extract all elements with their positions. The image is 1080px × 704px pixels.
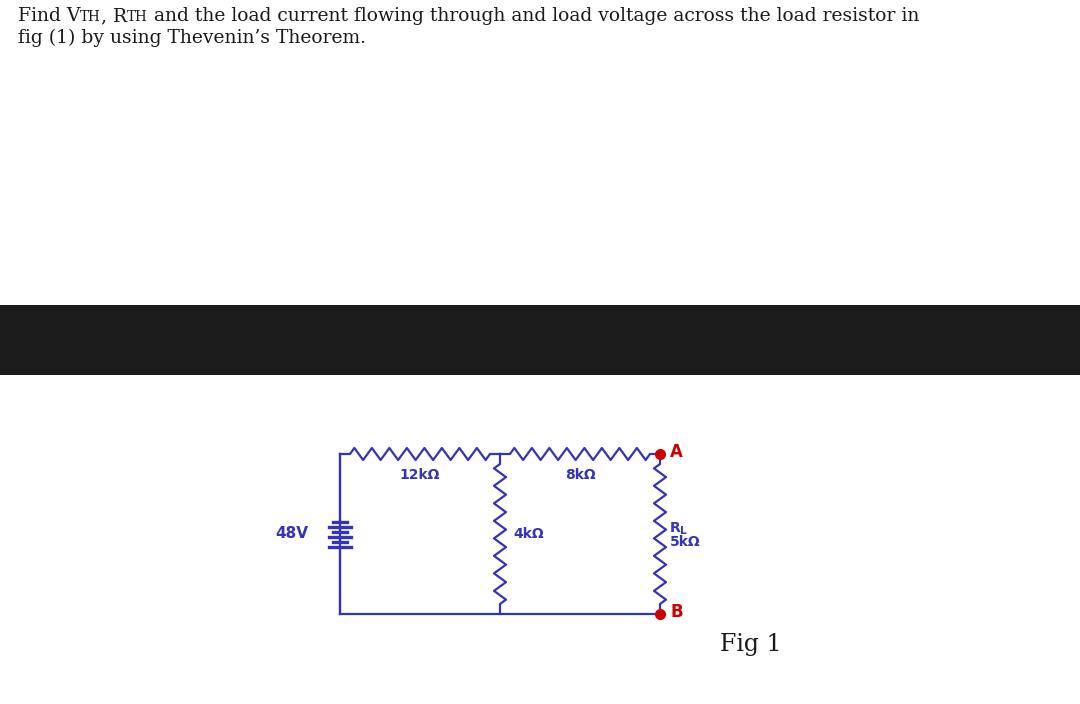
Text: Find V: Find V (18, 7, 80, 25)
Text: TH: TH (80, 10, 102, 24)
Text: 48V: 48V (275, 527, 308, 541)
Text: , R: , R (102, 7, 127, 25)
Text: L: L (680, 526, 687, 536)
Text: A: A (670, 443, 683, 461)
Text: R: R (670, 521, 680, 535)
Text: 4kΩ: 4kΩ (513, 527, 543, 541)
Text: and the load current flowing through and load voltage across the load resistor i: and the load current flowing through and… (148, 7, 919, 25)
Text: TH: TH (127, 10, 148, 24)
Text: 8kΩ: 8kΩ (565, 468, 595, 482)
Text: 5kΩ: 5kΩ (670, 535, 701, 549)
Text: B: B (670, 603, 683, 621)
Text: fig (1) by using Thevenin’s Theorem.: fig (1) by using Thevenin’s Theorem. (18, 29, 366, 47)
Text: 12kΩ: 12kΩ (400, 468, 441, 482)
Bar (0, 305, 1080, 375)
Text: Fig 1: Fig 1 (720, 632, 782, 655)
